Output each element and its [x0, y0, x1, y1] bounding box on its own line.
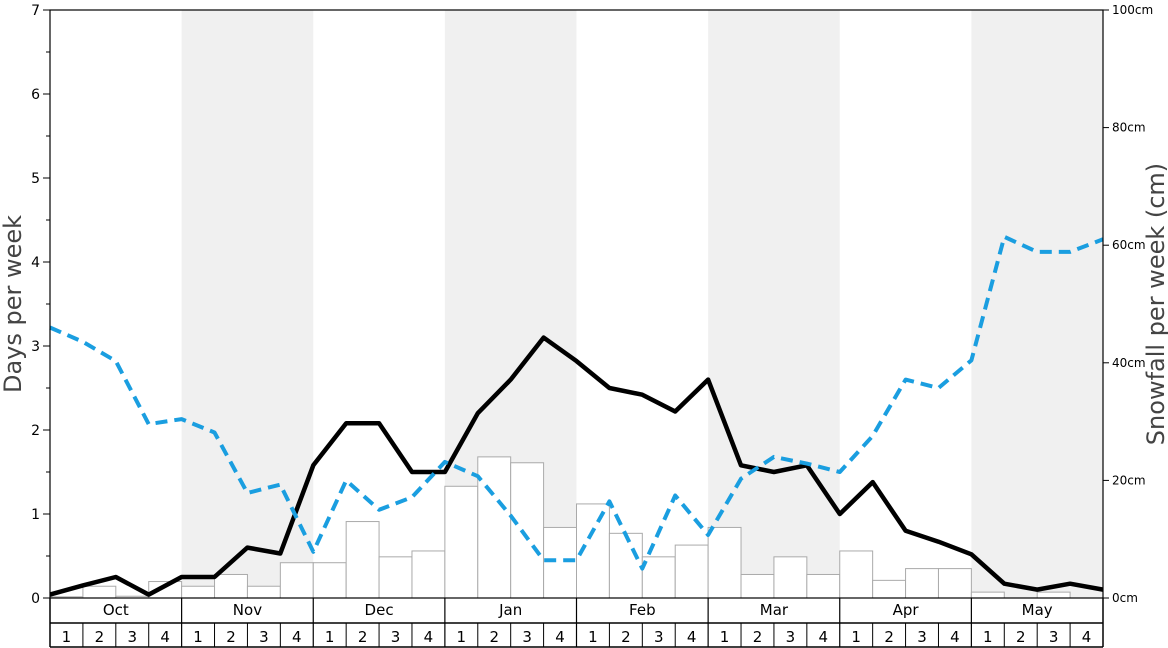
- snowfall-bar: [246, 585, 281, 599]
- week-label: 3: [259, 628, 269, 646]
- week-label: 2: [621, 628, 631, 646]
- week-label: 1: [62, 628, 72, 646]
- left-tick-label: 1: [31, 507, 40, 523]
- week-label: 3: [391, 628, 401, 646]
- series-lines: [49, 234, 1104, 597]
- month-label-dec: Dec: [365, 601, 394, 619]
- month-label-feb: Feb: [629, 601, 656, 619]
- week-label: 4: [687, 628, 697, 646]
- right-tick-label: 0cm: [1112, 591, 1138, 605]
- week-label: 3: [1049, 628, 1059, 646]
- snowfall-bar: [444, 485, 479, 599]
- week-label: 3: [917, 628, 927, 646]
- snowfall-bar: [707, 526, 742, 599]
- snowfall-bar: [345, 521, 380, 599]
- left-tick-label: 6: [31, 87, 40, 103]
- snowfall-bar: [806, 573, 841, 599]
- week-label: 1: [588, 628, 598, 646]
- snowfall-bar: [872, 579, 907, 599]
- snowfall-bar: [674, 544, 709, 599]
- week-label: 1: [720, 628, 730, 646]
- y-axis-title-left: Days per week: [0, 215, 27, 393]
- snowfall-bar: [312, 562, 347, 599]
- week-label: 2: [1016, 628, 1026, 646]
- right-tick-label: 80cm: [1112, 121, 1146, 135]
- week-label: 2: [884, 628, 894, 646]
- month-label-jan: Jan: [498, 601, 522, 619]
- week-label: 4: [1082, 628, 1092, 646]
- snowfall-bar: [477, 456, 512, 599]
- snowfall-bar: [905, 568, 939, 599]
- axis-labels: 0 1 2 3 4 5 6 7 0cm 20cm 40cm 60cm 80cm 100cm Oct 1 2 3 4 N…: [31, 3, 1153, 646]
- month-label-mar: Mar: [760, 601, 789, 619]
- snowfall-bar: [411, 550, 446, 599]
- left-tick-label: 5: [31, 171, 40, 187]
- week-label: 2: [95, 628, 105, 646]
- month-shade-nov: [181, 10, 314, 598]
- solid-line-series: [49, 335, 1104, 597]
- week-label: 2: [489, 628, 499, 646]
- month-label-apr: Apr: [893, 601, 920, 619]
- snowfall-bars: [49, 456, 1071, 599]
- left-tick-label: 2: [31, 423, 40, 439]
- week-label: 4: [160, 628, 170, 646]
- snowfall-bar: [543, 526, 577, 599]
- week-label: 2: [226, 628, 236, 646]
- right-tick-label: 40cm: [1112, 356, 1146, 370]
- month-label-may: May: [1022, 601, 1053, 619]
- snowfall-bar: [510, 462, 545, 599]
- snowfall-bar: [214, 573, 248, 599]
- week-label: 1: [325, 628, 335, 646]
- week-label: 2: [358, 628, 368, 646]
- week-label: 4: [819, 628, 829, 646]
- week-label: 4: [950, 628, 960, 646]
- right-tick-label: 100cm: [1112, 3, 1153, 17]
- y-axis-title-right: Snowfall per week (cm): [1142, 163, 1168, 445]
- snowfall-bar: [773, 556, 808, 599]
- week-label: 1: [193, 628, 203, 646]
- week-label: 3: [654, 628, 664, 646]
- snowfall-bar: [279, 562, 314, 599]
- snowfall-bar: [378, 556, 413, 599]
- week-label: 1: [851, 628, 861, 646]
- snowfall-bar: [970, 591, 1005, 599]
- snowfall-bar: [839, 550, 874, 599]
- snowfall-bar: [608, 532, 643, 599]
- month-shading: [181, 10, 1103, 598]
- snowfall-bar: [1036, 591, 1071, 599]
- dashed-line-series: [49, 234, 1104, 571]
- week-label: 2: [753, 628, 763, 646]
- plot-frame: [49, 9, 1104, 648]
- week-label: 3: [786, 628, 796, 646]
- week-label: 4: [292, 628, 302, 646]
- snowfall-bar: [82, 585, 117, 599]
- snowfall-bar: [937, 568, 972, 599]
- right-tick-label: 60cm: [1112, 238, 1146, 252]
- snowfall-bar: [641, 556, 676, 599]
- snowfall-bar: [181, 585, 216, 599]
- left-tick-label: 4: [31, 255, 40, 271]
- left-tick-label: 0: [31, 591, 40, 607]
- week-label: 1: [983, 628, 993, 646]
- month-shade-mar: [708, 10, 840, 598]
- week-label: 3: [522, 628, 532, 646]
- left-tick-label: 7: [31, 3, 40, 19]
- month-shade-may: [971, 10, 1103, 598]
- week-label: 3: [127, 628, 137, 646]
- left-tick-label: 3: [31, 339, 40, 355]
- week-label: 4: [555, 628, 565, 646]
- right-tick-label: 20cm: [1112, 473, 1146, 487]
- week-label: 1: [457, 628, 467, 646]
- tick-marks: [43, 9, 1109, 599]
- snowfall-bar: [740, 573, 775, 599]
- month-label-nov: Nov: [233, 601, 262, 619]
- week-label: 4: [424, 628, 434, 646]
- month-label-oct: Oct: [103, 601, 129, 619]
